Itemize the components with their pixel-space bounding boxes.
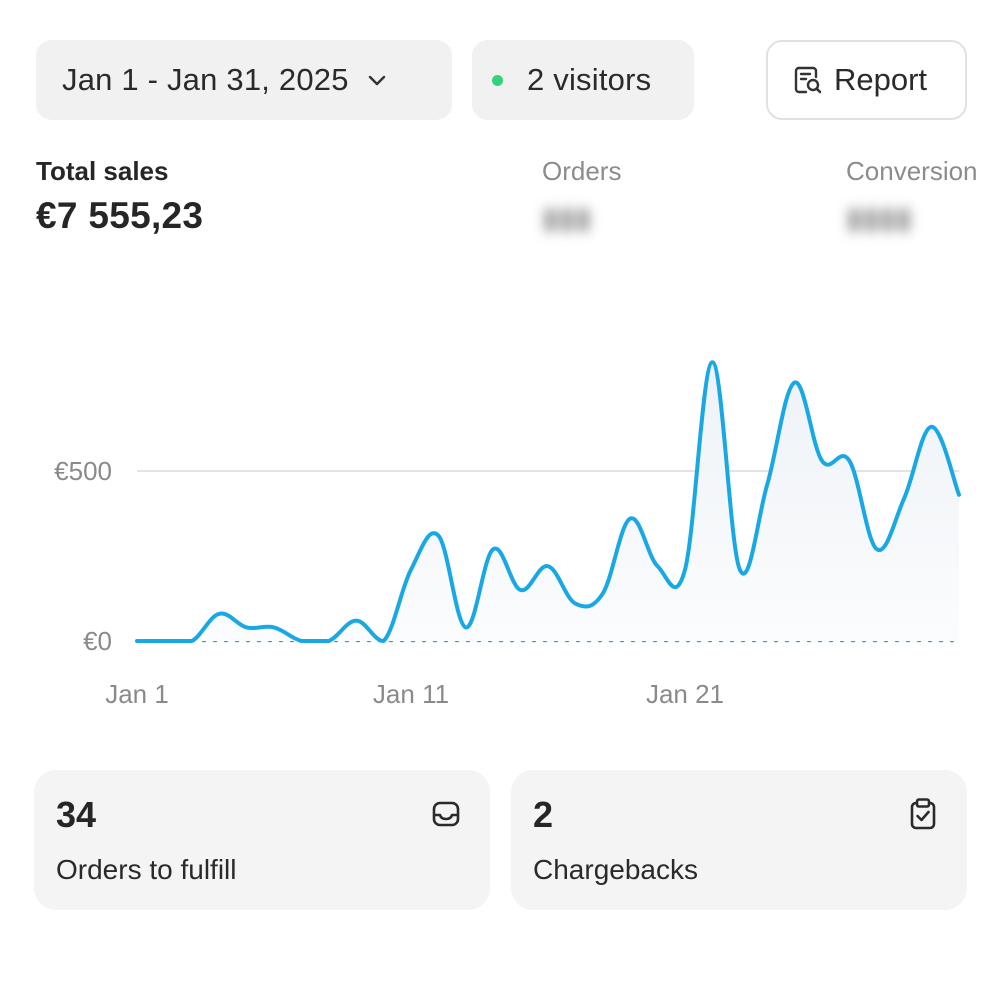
orders-metric[interactable]: Orders ▮▮▮: [542, 156, 621, 236]
chargebacks-value: 2: [533, 794, 554, 835]
report-label: Report: [834, 62, 928, 97]
chargebacks-card[interactable]: 2 Chargebacks: [511, 770, 967, 910]
inbox-icon: [428, 796, 464, 832]
conversion-metric[interactable]: Conversion ▮▮▮▮: [846, 156, 978, 236]
clipboard-check-icon: [905, 796, 941, 832]
orders-to-fulfill-label: Orders to fulfill: [56, 854, 237, 885]
total-sales-value: €7 555,23: [36, 195, 204, 236]
conversion-value-redacted: ▮▮▮▮: [846, 202, 913, 235]
total-sales-label: Total sales: [36, 156, 169, 186]
visitors-label: 2 visitors: [527, 62, 652, 97]
live-status-dot: [492, 74, 503, 86]
sales-series-line: [135, 360, 961, 643]
sales-area-fill: [137, 362, 959, 641]
orders-value-redacted: ▮▮▮: [542, 202, 592, 235]
date-range-selector[interactable]: Jan 1 - Jan 31, 2025: [36, 40, 452, 120]
orders-to-fulfill-card[interactable]: 34 Orders to fulfill: [34, 770, 490, 910]
chargebacks-label: Chargebacks: [533, 854, 698, 885]
orders-to-fulfill-value: 34: [56, 794, 97, 835]
x-tick-label: Jan 21: [646, 679, 724, 709]
x-tick-label: Jan 11: [373, 679, 449, 709]
date-range-label: Jan 1 - Jan 31, 2025: [62, 62, 349, 97]
report-search-icon: [792, 64, 824, 96]
conversion-label: Conversion: [846, 156, 978, 186]
y-tick-label: €500: [54, 456, 112, 486]
live-visitors-pill[interactable]: 2 visitors: [472, 40, 694, 120]
total-sales-metric[interactable]: Total sales €7 555,23: [36, 156, 203, 237]
y-tick-label: €0: [83, 626, 112, 656]
x-tick-label: Jan 1: [105, 679, 169, 709]
orders-label: Orders: [542, 156, 622, 186]
report-button[interactable]: Report: [766, 40, 967, 120]
chevron-down-icon: [365, 68, 389, 92]
